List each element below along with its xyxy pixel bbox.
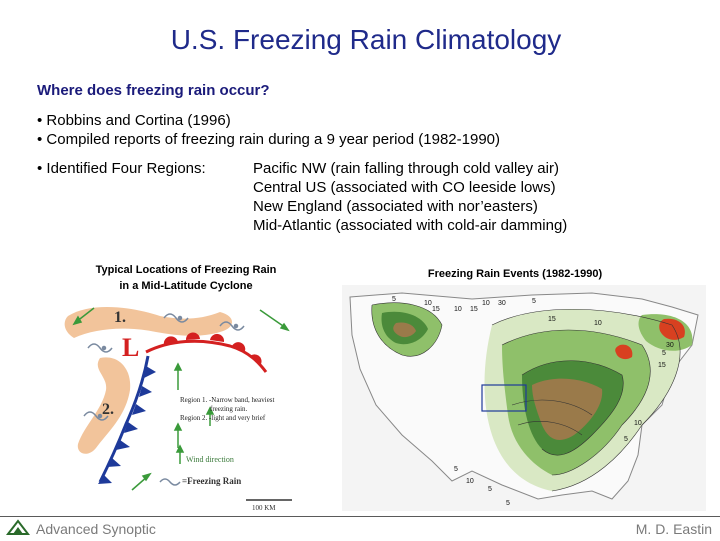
freezing-rain-key-icon — [159, 478, 181, 486]
cold-front-triangles — [98, 366, 156, 484]
wind-arrows — [72, 307, 290, 491]
footer-author: M. D. Eastin — [635, 521, 712, 537]
contour-label: 15 — [470, 306, 478, 313]
contour-label: 30 — [666, 342, 674, 349]
question-heading: Where does freezing rain occur? — [37, 82, 270, 99]
cyclone-schematic-svg: L 1. 2. Region 1. -Narrow band, heaviest… — [64, 306, 292, 512]
contour-label: 5 — [532, 298, 536, 305]
low-pressure-symbol: L — [122, 333, 139, 362]
figure-left-caption-line1: Typical Locations of Freezing Rain — [95, 264, 277, 276]
new-england-peak — [659, 318, 685, 340]
scale-label: 100 KM — [252, 504, 276, 512]
contour-label: 10 — [634, 420, 642, 427]
bullet-compiled-reports: • Compiled reports of freezing rain duri… — [37, 131, 501, 148]
contour-label: 10 — [466, 478, 474, 485]
contour-label: 10 — [594, 320, 602, 327]
contour-label: 10 — [424, 300, 432, 307]
footer-bar — [0, 516, 720, 541]
freezing-rain-events-map: 5 10 15 10 15 10 30 15 5 10 30 5 15 10 5… — [342, 285, 706, 511]
figure-left-caption-line2: in a Mid-Latitude Cyclone — [119, 280, 253, 292]
contour-label: 10 — [482, 300, 490, 307]
wind-direction-label: Wind direction — [186, 455, 234, 464]
contour-label: 15 — [548, 316, 556, 323]
region-1-description: Region 1. -Narrow band, heaviest — [180, 396, 275, 404]
contour-label: 5 — [454, 466, 458, 473]
contour-label: 5 — [506, 500, 510, 507]
contour-label: 5 — [488, 486, 492, 493]
highlight-box — [481, 384, 527, 412]
region-2-band — [77, 357, 131, 454]
bullet-four-regions: • Identified Four Regions: — [37, 160, 206, 177]
pacific-nw-contour-core — [393, 322, 416, 338]
contour-label: 5 — [624, 436, 628, 443]
contour-lines — [371, 302, 681, 492]
contour-label: 30 — [498, 300, 506, 307]
slide-title: U.S. Freezing Rain Climatology — [170, 24, 562, 55]
cyclone-schematic: L 1. 2. Region 1. -Narrow band, heaviest… — [60, 298, 298, 512]
contour-label: 5 — [662, 350, 666, 357]
freezing-rain-events-map-svg: 5 10 15 10 15 10 30 15 5 10 30 5 15 10 5… — [342, 285, 706, 511]
warm-front-semicircles — [163, 332, 262, 364]
warm-front-line — [145, 339, 268, 373]
contour-labels: 5 10 15 10 15 10 30 15 5 10 30 5 15 10 5… — [392, 296, 674, 507]
footer-course-name: Advanced Synoptic — [36, 521, 156, 537]
region-new-england: New England (associated with nor’easters… — [253, 198, 538, 215]
freezing-rain-symbols — [83, 313, 245, 421]
region-1-description-cont: freezing rain. — [210, 405, 248, 413]
region-central-us: Central US (associated with CO leeside l… — [253, 179, 556, 196]
region-1-label: 1. — [114, 309, 126, 326]
contour-label: 15 — [432, 306, 440, 313]
bullet-robbins-cortina: • Robbins and Cortina (1996) — [37, 112, 231, 129]
university-logo-icon — [6, 519, 30, 535]
region-2-description: Region 2. -light and very brief — [180, 414, 266, 422]
figure-right-caption: Freezing Rain Events (1982-1990) — [427, 268, 603, 280]
region-1-band — [64, 306, 232, 338]
region-mid-atlantic: Mid-Atlantic (associated with cold-air d… — [253, 217, 568, 234]
mid-atlantic-peak — [615, 344, 633, 360]
freezing-rain-key-label: =Freezing Rain — [182, 476, 241, 486]
region-2-label: 2. — [102, 401, 114, 418]
contour-brown — [532, 378, 603, 440]
contour-label: 15 — [658, 362, 666, 369]
figure-left-caption: Typical Locations of Freezing Rain in a … — [68, 262, 304, 294]
contour-label: 5 — [392, 296, 396, 303]
contour-label: 10 — [454, 306, 462, 313]
region-pacific-nw: Pacific NW (rain falling through cold va… — [253, 160, 559, 177]
